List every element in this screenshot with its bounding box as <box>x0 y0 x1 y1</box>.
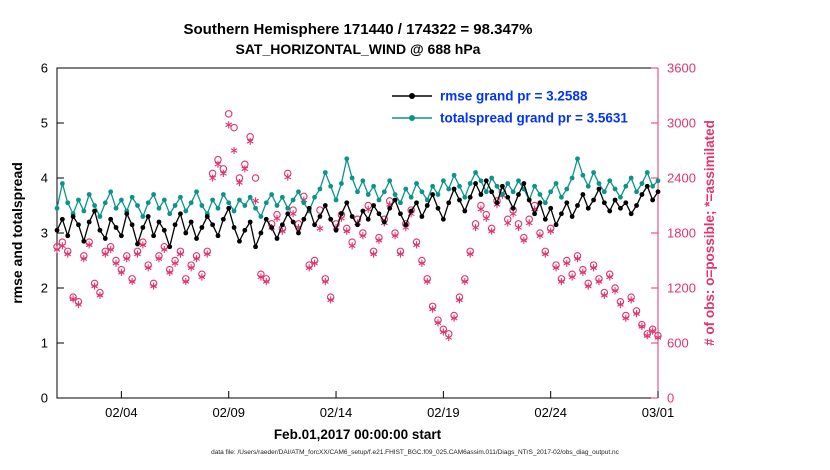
series-totalspread <box>54 156 661 219</box>
svg-text:5: 5 <box>41 116 48 131</box>
svg-text:02/19: 02/19 <box>427 405 460 420</box>
svg-text:rmse grand pr = 3.2588: rmse grand pr = 3.2588 <box>440 89 588 104</box>
x-axis-label: Feb.01,2017 00:00:00 start <box>274 427 442 442</box>
svg-text:0: 0 <box>41 391 48 406</box>
legend: rmse grand pr = 3.2588 totalspread grand … <box>392 89 628 126</box>
svg-text:# of obs: o=possible; *=assimi: # of obs: o=possible; *=assimilated <box>702 120 717 346</box>
chart-title-line2: SAT_HORIZONTAL_WIND @ 688 hPa <box>235 41 481 58</box>
svg-text:2: 2 <box>41 281 48 296</box>
svg-text:600: 600 <box>667 336 689 351</box>
svg-text:02/14: 02/14 <box>320 405 353 420</box>
series-rmse <box>54 178 661 250</box>
y-axis-label-left: rmse and totalspread <box>9 162 25 304</box>
svg-text:1: 1 <box>41 336 48 351</box>
svg-text:3000: 3000 <box>667 116 696 131</box>
chart-title-line1: Southern Hemisphere 171440 / 174322 = 98… <box>183 21 533 38</box>
axes: 02/04 02/09 02/14 02/19 02/24 03/010123456060… <box>41 61 696 421</box>
data-file-path: data file: /Users/raeder/DAI/ATM_forcXX/… <box>211 449 619 456</box>
chart-title: Southern Hemisphere 171440 / 174322 = 98… <box>0 20 716 59</box>
svg-text:totalspread grand pr = 3.5631: totalspread grand pr = 3.5631 <box>440 111 628 126</box>
svg-text:1800: 1800 <box>667 226 696 241</box>
svg-text:02/09: 02/09 <box>212 405 245 420</box>
svg-text:Feb.01,2017 00:00:00 start: Feb.01,2017 00:00:00 start <box>274 427 442 442</box>
svg-text:3: 3 <box>41 226 48 241</box>
svg-text:1200: 1200 <box>667 281 696 296</box>
svg-text:rmse and totalspread: rmse and totalspread <box>9 162 25 304</box>
svg-text:02/04: 02/04 <box>105 405 138 420</box>
y-axis-label-right: # of obs: o=possible; *=assimilated <box>702 120 717 346</box>
svg-text:0: 0 <box>667 391 674 406</box>
svg-text:03/01: 03/01 <box>642 405 675 420</box>
series-assimilated <box>53 121 662 342</box>
svg-text:6: 6 <box>41 61 48 76</box>
svg-text:2400: 2400 <box>667 171 696 186</box>
svg-text:3600: 3600 <box>667 61 696 76</box>
svg-text:4: 4 <box>41 171 48 186</box>
svg-text:02/24: 02/24 <box>534 405 567 420</box>
